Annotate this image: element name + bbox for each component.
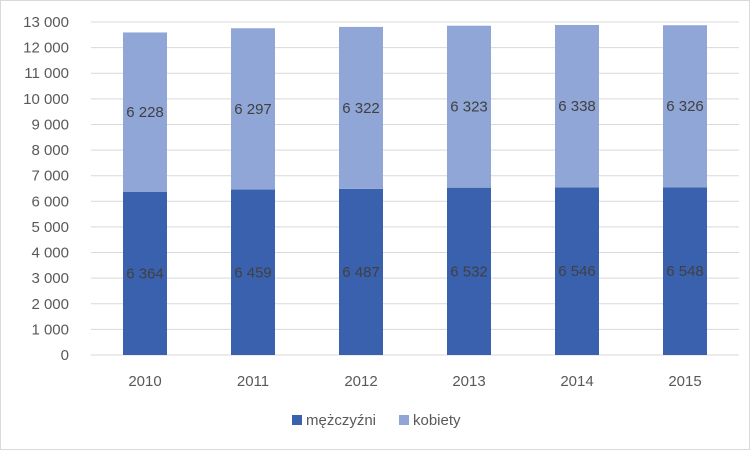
data-label: 6 322 — [342, 100, 380, 117]
data-label: 6 364 — [126, 265, 164, 282]
bar-segment-women — [447, 25, 491, 188]
y-axis-tick-labels: 0 1 000 2 000 3 000 4 000 5 000 6 000 7 000 8 00… — [23, 14, 69, 364]
data-label: 6 338 — [558, 98, 596, 115]
bar-segment-men — [555, 187, 599, 355]
bar-segment-men — [231, 189, 275, 355]
data-label: 6 532 — [450, 263, 488, 280]
y-tick-label: 2 000 — [31, 296, 69, 313]
legend-label: kobiety — [413, 412, 461, 429]
bars — [123, 24, 707, 355]
y-tick-label: 9 000 — [31, 116, 69, 133]
gridlines — [91, 21, 739, 356]
y-tick-label: 4 000 — [31, 245, 69, 262]
bar-segment-women — [123, 32, 167, 192]
bar-segment-men — [663, 187, 707, 355]
y-tick-label: 7 000 — [31, 168, 69, 185]
y-tick-label: 0 — [61, 347, 69, 364]
data-label: 6 297 — [234, 101, 272, 118]
x-tick-label: 2015 — [668, 373, 701, 390]
y-tick-label: 13 000 — [23, 14, 69, 31]
data-label: 6 546 — [558, 263, 596, 280]
x-tick-label: 2010 — [128, 373, 161, 390]
legend: mężczyźni kobiety — [292, 412, 461, 429]
data-labels: 6 364 6 228 6 459 6 297 6 487 6 322 6 532 6 323… — [126, 98, 704, 282]
bar-segment-men — [339, 188, 383, 355]
y-tick-label: 10 000 — [23, 91, 69, 108]
y-tick-label: 5 000 — [31, 219, 69, 236]
bar-segment-women — [555, 24, 599, 188]
x-tick-label: 2013 — [452, 373, 485, 390]
x-tick-label: 2011 — [237, 373, 269, 390]
y-tick-label: 11 000 — [24, 65, 69, 82]
y-tick-label: 1 000 — [31, 321, 69, 338]
data-label: 6 459 — [234, 264, 272, 281]
bar-segment-women — [663, 25, 707, 188]
legend-swatch — [399, 415, 409, 425]
data-label: 6 326 — [666, 98, 704, 115]
bar-segment-men — [123, 191, 167, 355]
y-tick-label: 12 000 — [23, 40, 69, 57]
x-tick-label: 2012 — [344, 373, 377, 390]
x-tick-label: 2014 — [560, 373, 593, 390]
y-tick-label: 6 000 — [31, 193, 69, 210]
data-label: 6 487 — [342, 264, 380, 281]
y-tick-label: 3 000 — [31, 270, 69, 287]
legend-label: mężczyźni — [306, 412, 376, 429]
data-label: 6 548 — [666, 263, 704, 280]
bar-segment-women — [339, 26, 383, 189]
data-label: 6 323 — [450, 99, 488, 116]
legend-swatch — [292, 415, 302, 425]
x-axis-tick-labels: 2010 2011 2012 2013 2014 2015 — [128, 373, 701, 390]
data-label: 6 228 — [126, 104, 164, 121]
y-tick-label: 8 000 — [31, 142, 69, 159]
bar-segment-women — [231, 28, 275, 190]
bar-segment-men — [447, 187, 491, 355]
